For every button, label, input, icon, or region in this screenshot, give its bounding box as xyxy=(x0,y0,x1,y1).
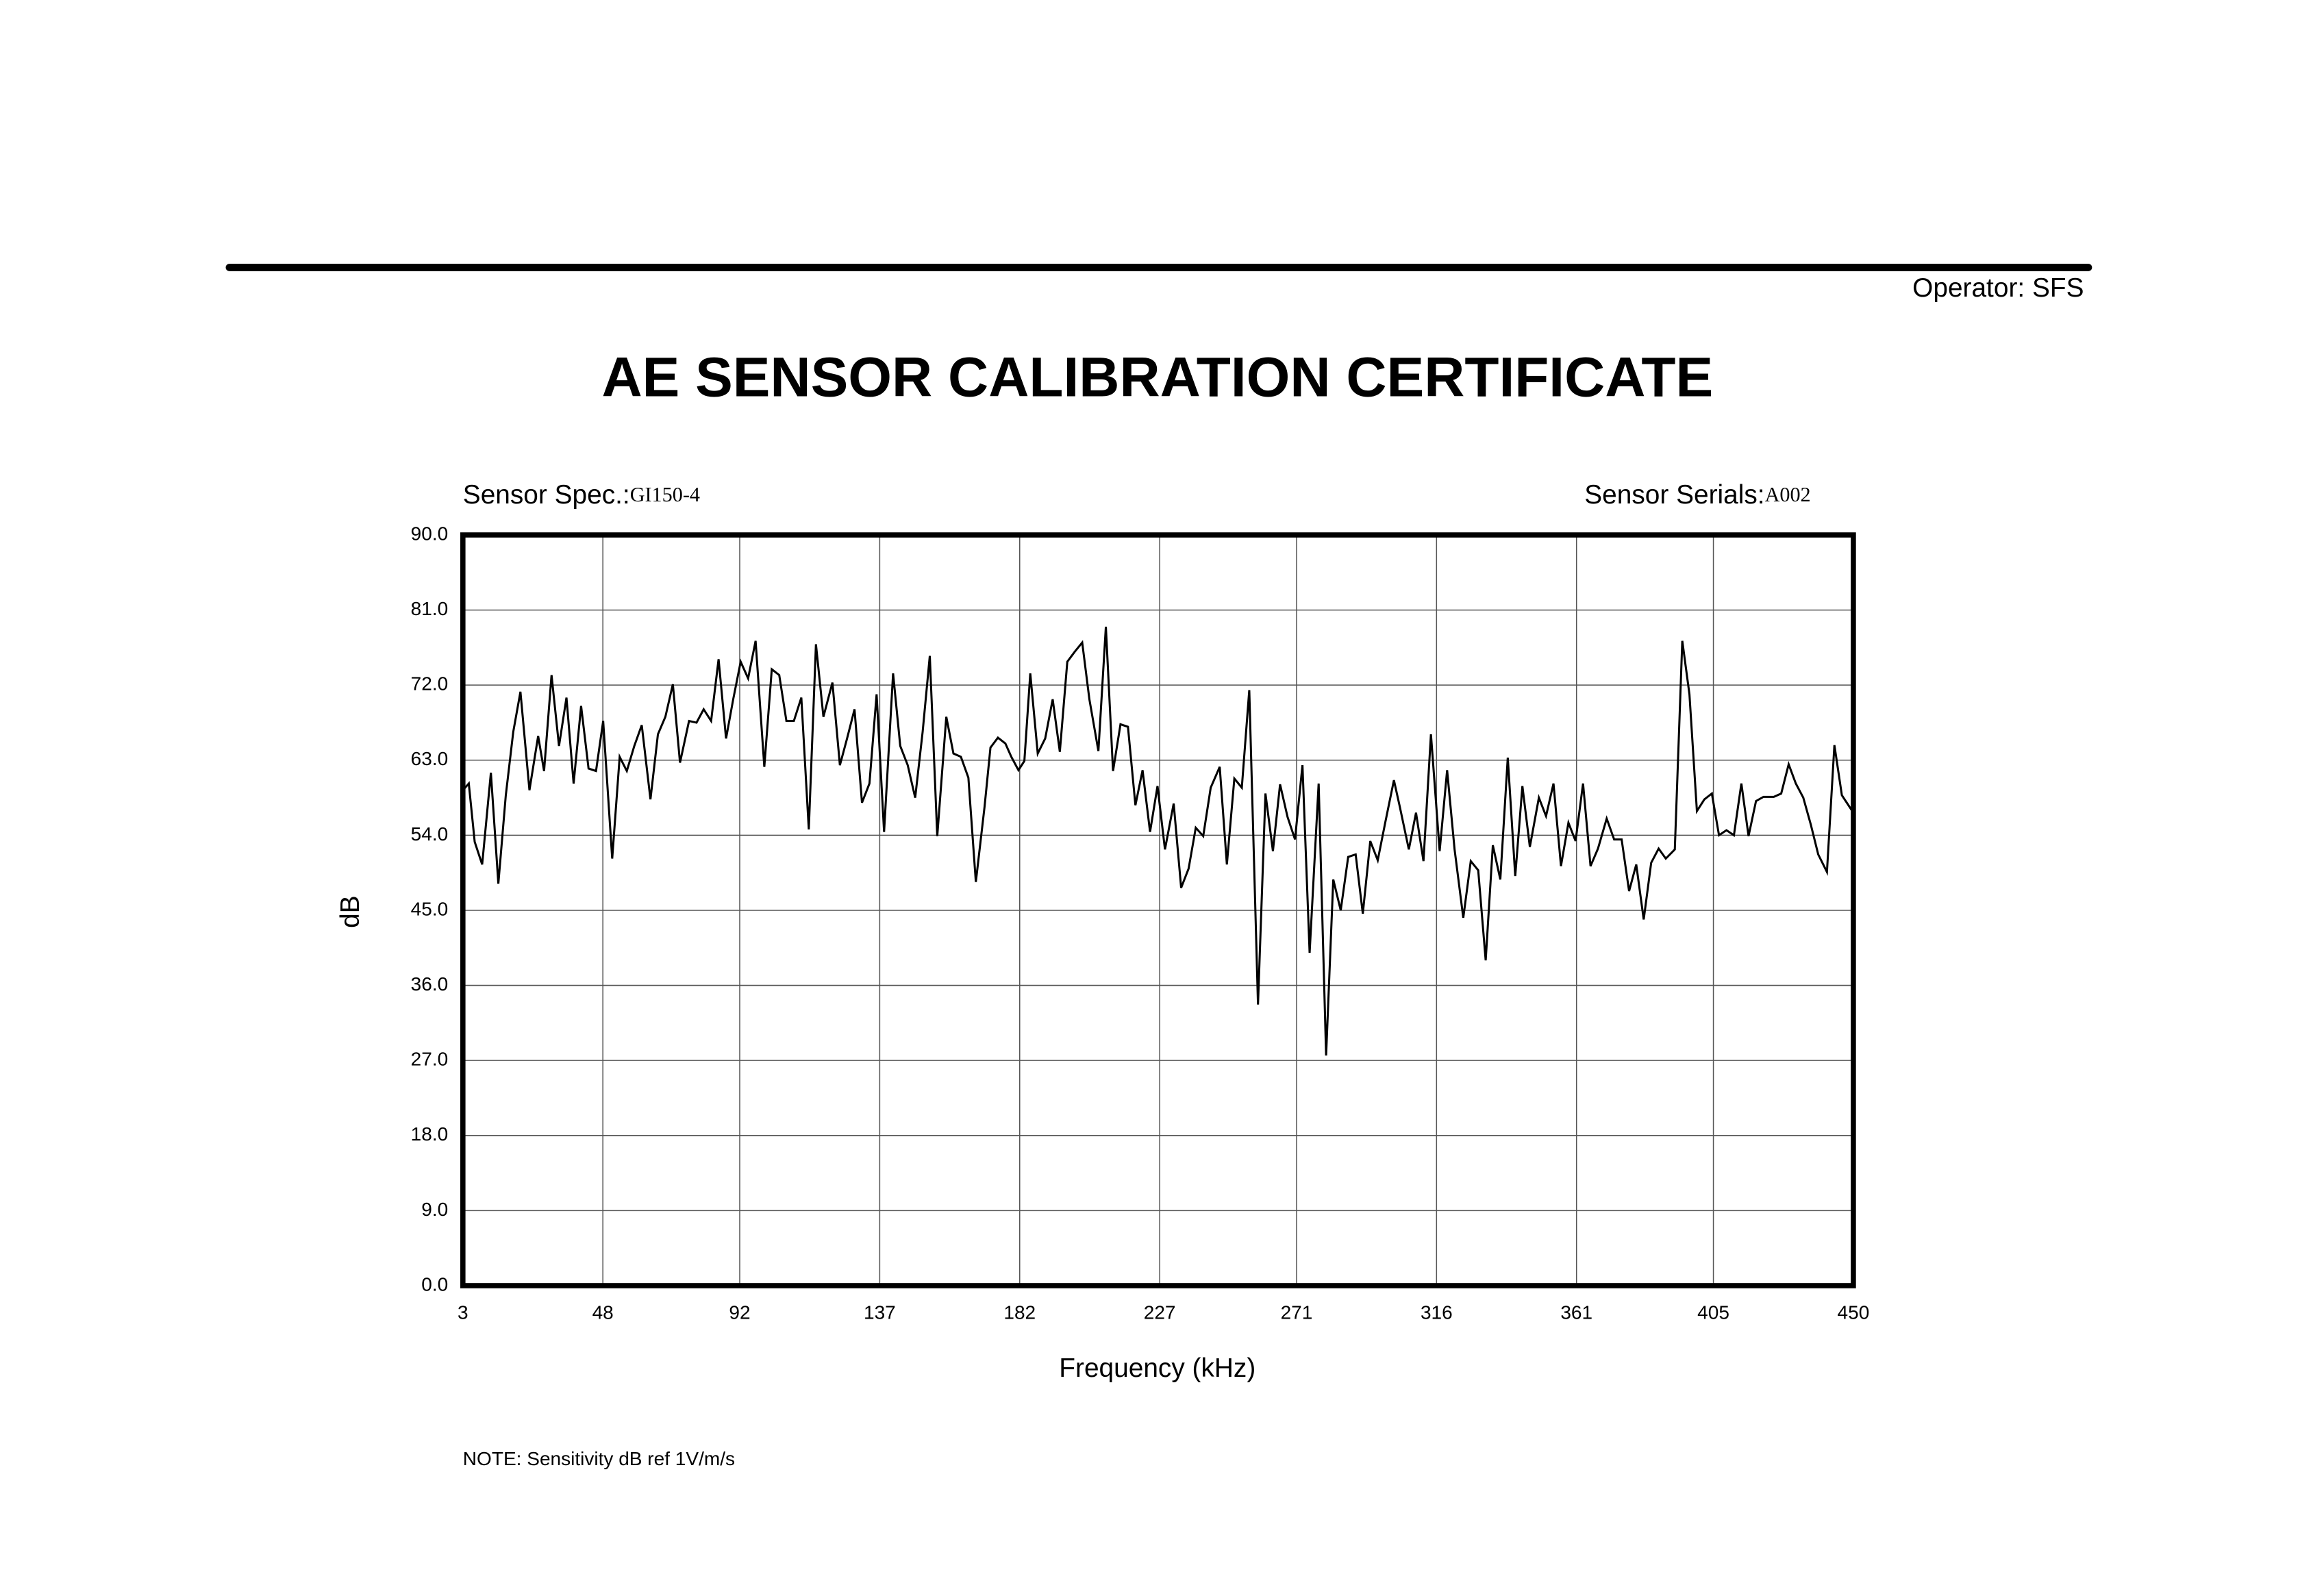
y-tick-label: 63.0 xyxy=(411,748,449,769)
y-tick-label: 72.0 xyxy=(411,673,449,695)
sensor-spec: Sensor Spec.:GI150-4 xyxy=(463,480,700,510)
sensor-serials-value: A002 xyxy=(1765,483,1811,506)
sensor-spec-label: Sensor Spec.: xyxy=(463,480,630,510)
y-tick-label: 36.0 xyxy=(411,973,449,995)
y-tick-label: 90.0 xyxy=(411,523,449,544)
y-tick-label: 45.0 xyxy=(411,898,449,919)
x-tick-label: 405 xyxy=(1697,1301,1729,1323)
note: NOTE: Sensitivity dB ref 1V/m/s xyxy=(463,1448,735,1469)
x-tick-label: 137 xyxy=(864,1301,896,1323)
y-tick-label: 54.0 xyxy=(411,823,449,845)
y-tick-label: 0.0 xyxy=(421,1273,448,1295)
y-tick-label: 27.0 xyxy=(411,1049,449,1070)
operator: Operator: SFS xyxy=(1912,273,2084,303)
x-tick-label: 361 xyxy=(1560,1301,1592,1323)
x-tick-label: 48 xyxy=(592,1301,614,1323)
y-tick-label: 81.0 xyxy=(411,598,449,619)
sensor-spec-value: GI150-4 xyxy=(630,483,700,506)
sensor-serials-label: Sensor Serials: xyxy=(1584,480,1764,510)
x-tick-label: 271 xyxy=(1281,1301,1313,1323)
x-tick-label: 227 xyxy=(1144,1301,1176,1323)
plot: 0.0 9.0 18.0 27.0 36.0 45.0 54.0 63.0 72.0 81.0 90… xyxy=(411,523,1870,1323)
data-line xyxy=(462,626,1855,1056)
x-axis-label: Frequency (kHz) xyxy=(1059,1354,1255,1383)
x-tick-label: 92 xyxy=(729,1301,750,1323)
chart-title: AE SENSOR CALIBRATION CERTIFICATE xyxy=(601,346,1713,408)
y-tick-label: 9.0 xyxy=(421,1199,448,1220)
x-tick-label: 450 xyxy=(1838,1301,1870,1323)
x-tick-label: 3 xyxy=(458,1301,468,1323)
y-tick-label: 18.0 xyxy=(411,1123,449,1145)
sensor-serials: Sensor Serials:A002 xyxy=(1584,480,1810,510)
x-tick-label: 182 xyxy=(1003,1301,1036,1323)
x-tick-label: 316 xyxy=(1421,1301,1453,1323)
plot-frame xyxy=(460,532,1856,1288)
y-axis-label: dB xyxy=(336,895,365,927)
